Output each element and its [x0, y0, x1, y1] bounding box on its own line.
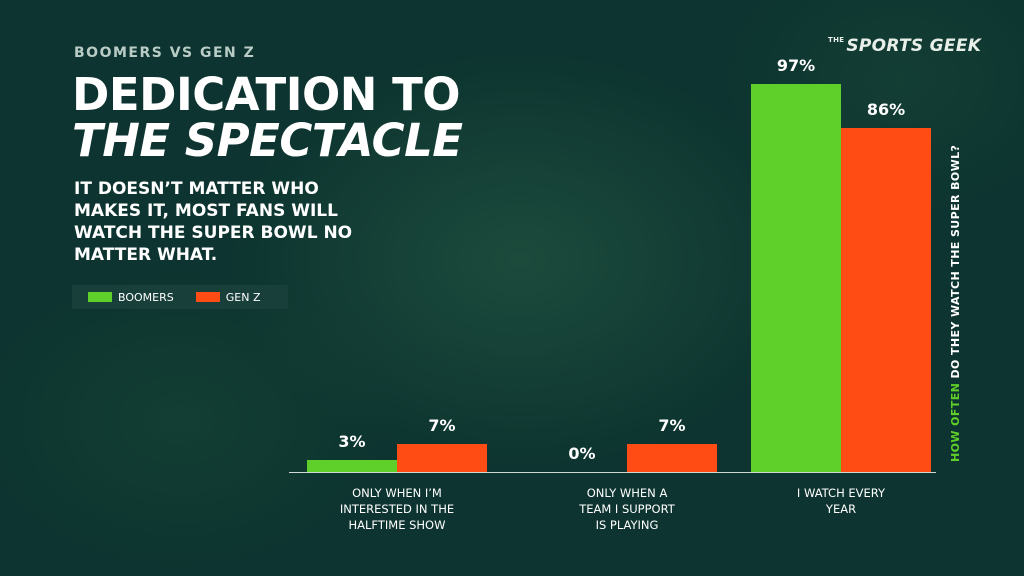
- legend-item-boomers: BOOMERS: [88, 291, 174, 304]
- data-label-genz-3: 86%: [867, 100, 905, 119]
- subtitle: IT DOESN’T MATTER WHO MAKES IT, MOST FAN…: [74, 179, 353, 265]
- bar-genz-3: [841, 128, 931, 472]
- category-label-2-line-1: ONLY WHEN A: [587, 486, 668, 500]
- axis-title: HOW OFTEN DO THEY WATCH THE SUPER BOWL?: [949, 145, 962, 462]
- category-label-3-line-1: I WATCH EVERY: [797, 486, 886, 500]
- category-label-1-line-1: ONLY WHEN I’M: [352, 486, 442, 500]
- data-label-boomers-1: 3%: [338, 432, 365, 451]
- eyebrow-label: BOOMERS VS GEN Z: [74, 45, 256, 61]
- legend-swatch-boomers: [88, 292, 112, 302]
- category-label-2-line-2: TEAM I SUPPORT: [578, 502, 676, 516]
- legend-item-genz: GEN Z: [195, 290, 261, 304]
- data-label-genz-2: 7%: [658, 416, 685, 435]
- data-label-genz-1: 7%: [428, 416, 455, 435]
- axis-title-rest: DO THEY WATCH THE SUPER BOWL?: [949, 144, 962, 379]
- category-label-3-line-2: YEAR: [825, 502, 856, 516]
- legend-label-boomers: BOOMERS: [118, 290, 174, 304]
- bar-boomers-1: [307, 460, 397, 472]
- brand-logo: THE SPORTS GEEK: [828, 36, 981, 56]
- category-label-1-line-3: HALFTIME SHOW: [349, 518, 446, 532]
- category-label-2-line-3: IS PLAYING: [596, 518, 659, 532]
- title-line-2: THE SPECTACLE: [72, 114, 463, 167]
- axis-title-highlight: HOW OFTEN: [949, 382, 962, 462]
- page-title: DEDICATION TO THE SPECTACLE: [72, 72, 463, 164]
- legend-swatch-genz: [195, 292, 220, 302]
- legend: BOOMERS GEN Z: [72, 285, 288, 309]
- brand-prefix: THE: [828, 36, 845, 44]
- data-label-boomers-3: 97%: [777, 56, 815, 75]
- bar-boomers-3: [751, 84, 841, 472]
- brand-name: SPORTS GEEK: [846, 36, 982, 56]
- category-label-1-line-2: INTERESTED IN THE: [340, 502, 454, 516]
- title-line-1: DEDICATION TO: [72, 68, 461, 121]
- data-label-boomers-2: 0%: [568, 444, 595, 463]
- bar-genz-2: [627, 444, 717, 472]
- bar-genz-1: [397, 444, 487, 472]
- legend-label-genz: GEN Z: [225, 290, 261, 304]
